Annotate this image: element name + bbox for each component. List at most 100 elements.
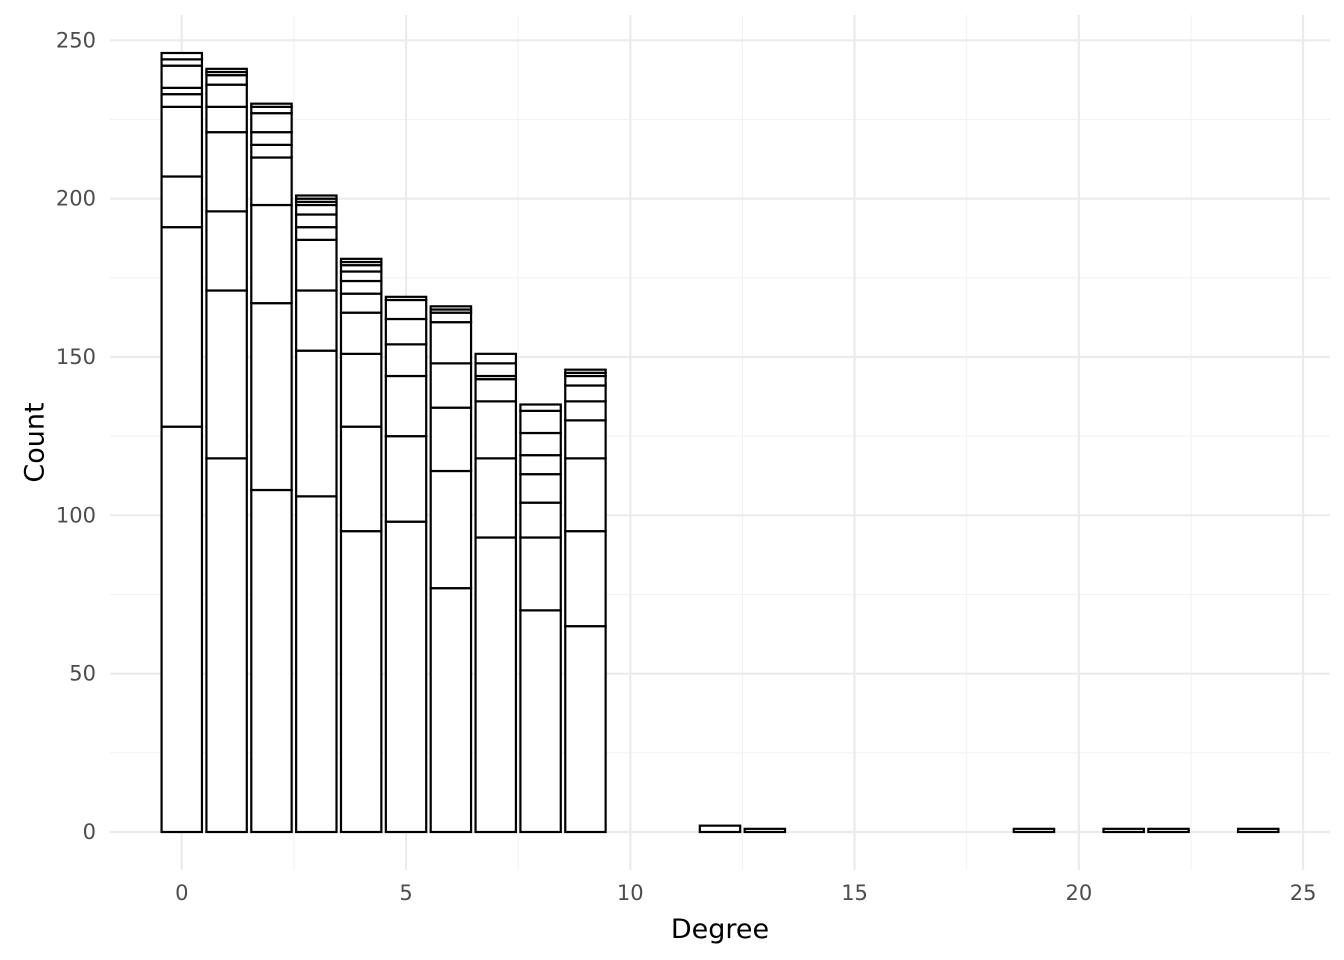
x-tick-label: 20 [1065, 881, 1092, 905]
bar-segment [339, 530, 383, 834]
bar-segment [743, 827, 787, 834]
bar-segment [474, 378, 518, 403]
bar-segment [474, 352, 518, 365]
y-axis-title: Count [20, 402, 51, 482]
y-tick-labels: 0 50 100 150 200 250 [56, 28, 96, 844]
bar-segment [160, 93, 204, 108]
bar-segment [474, 457, 518, 539]
bar-stack [698, 824, 742, 834]
x-tick-label: 10 [617, 881, 644, 905]
bar-segment [519, 454, 562, 476]
bar-segment [519, 403, 562, 412]
bar-segment [160, 105, 204, 178]
bar-segment [295, 226, 338, 241]
bar-stack [339, 257, 383, 834]
bar-segment [474, 400, 518, 460]
bar-segment [205, 67, 248, 74]
x-tick-label: 25 [1290, 881, 1317, 905]
bar-segment [519, 473, 562, 504]
bar-segment [564, 457, 607, 533]
bar-segment [1102, 827, 1145, 834]
bar-segment [564, 530, 607, 628]
bar-segment [519, 409, 562, 435]
bar-segment [295, 203, 338, 216]
bar-segment [474, 536, 518, 834]
bar-segment [205, 131, 248, 213]
bar-segment [564, 368, 607, 374]
bar-segment [250, 203, 293, 305]
bar-segment [429, 406, 473, 473]
bar-segment [160, 64, 204, 89]
bar-segment [429, 321, 473, 365]
bar-segment [384, 295, 428, 302]
bar-segment [205, 74, 248, 86]
bar-segment [1236, 827, 1280, 834]
bar-segment [205, 210, 248, 292]
bar-segment [339, 279, 383, 295]
x-axis-title: Degree [671, 914, 769, 945]
bar-segment [295, 194, 338, 200]
x-tick-label: 0 [175, 881, 188, 905]
bar-segment [519, 431, 562, 457]
bar-segment [519, 609, 562, 834]
bar-segment [250, 488, 293, 834]
bar-segment [250, 131, 293, 146]
bar-stack [1102, 827, 1145, 834]
bar-segment [1147, 827, 1190, 834]
y-tick-label: 150 [56, 345, 96, 369]
bar-segment [339, 270, 383, 283]
bar-stack [384, 295, 428, 834]
bar-segment [384, 343, 428, 378]
bar-segment [205, 83, 248, 108]
bar-segment [339, 311, 383, 355]
x-tick-labels: 0 5 10 15 20 25 [175, 881, 1316, 905]
bar-segment [250, 302, 293, 492]
bar-segment [429, 362, 473, 409]
bars [160, 51, 1280, 834]
bar-segment [429, 469, 473, 590]
bar-segment [295, 238, 338, 292]
bar-stack [743, 827, 787, 834]
bar-segment [564, 400, 607, 422]
bar-segment [519, 536, 562, 612]
bar-segment [160, 175, 204, 229]
bar-segment [205, 457, 248, 834]
bar-segment [384, 374, 428, 438]
bar-segment [160, 226, 204, 428]
bar-stack [295, 194, 338, 834]
bar-segment [384, 435, 428, 523]
y-tick-label: 250 [56, 28, 96, 52]
bar-stack [1012, 827, 1056, 834]
y-tick-label: 100 [56, 503, 96, 527]
bar-segment [205, 105, 248, 134]
bar-segment [1012, 827, 1056, 834]
bar-segment [429, 305, 473, 311]
bar-segment [564, 374, 607, 387]
bar-segment [160, 425, 204, 834]
bar-segment [295, 213, 338, 229]
bar-segment [384, 520, 428, 834]
bar-segment [250, 156, 293, 207]
bar-segment [160, 51, 204, 61]
bar-stack [205, 67, 248, 834]
bar-segment [295, 289, 338, 352]
bar-segment [519, 501, 562, 539]
bar-segment [339, 425, 383, 533]
bar-segment [339, 257, 383, 264]
y-tick-label: 200 [56, 187, 96, 211]
x-tick-label: 5 [399, 881, 412, 905]
bar-segment [205, 289, 248, 460]
bar-stack [564, 368, 607, 834]
bar-segment [564, 419, 607, 460]
bar-segment [429, 587, 473, 834]
bar-stack [250, 102, 293, 834]
grid [110, 15, 1330, 870]
bar-stack [519, 403, 562, 834]
bar-segment [295, 349, 338, 498]
bar-segment [384, 317, 428, 346]
bar-stack [429, 305, 473, 834]
x-tick-label: 15 [841, 881, 868, 905]
bar-stack [1236, 827, 1280, 834]
bar-segment [339, 352, 383, 428]
